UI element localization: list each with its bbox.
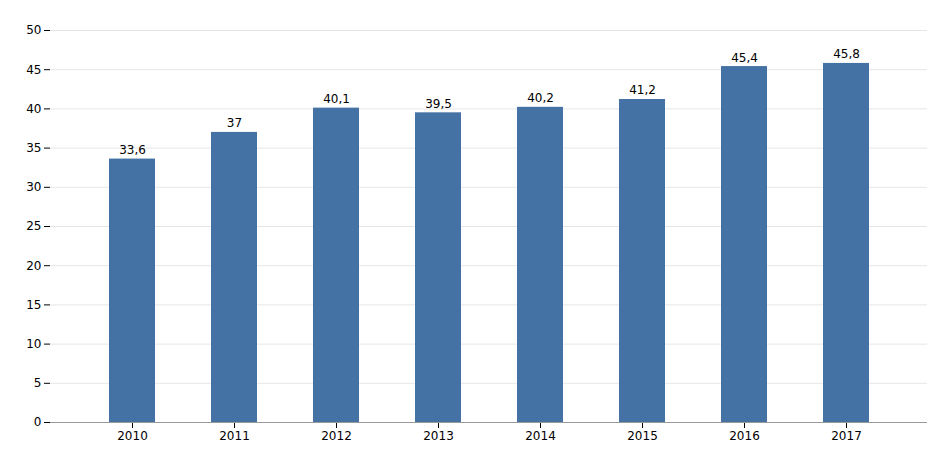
svg-text:45,4: 45,4 bbox=[731, 51, 758, 65]
svg-text:20: 20 bbox=[26, 259, 41, 273]
svg-text:39,5: 39,5 bbox=[425, 97, 452, 111]
svg-text:37: 37 bbox=[227, 116, 242, 130]
svg-text:10: 10 bbox=[26, 337, 41, 351]
svg-text:5: 5 bbox=[34, 376, 42, 390]
svg-text:30: 30 bbox=[26, 180, 41, 194]
svg-text:2016: 2016 bbox=[729, 429, 760, 443]
svg-text:2012: 2012 bbox=[321, 429, 352, 443]
svg-text:33,6: 33,6 bbox=[119, 143, 146, 157]
svg-text:2015: 2015 bbox=[627, 429, 658, 443]
svg-text:40,2: 40,2 bbox=[527, 91, 554, 105]
svg-text:45: 45 bbox=[26, 63, 41, 77]
svg-text:0: 0 bbox=[34, 415, 42, 429]
svg-text:40: 40 bbox=[26, 102, 41, 116]
svg-text:40,1: 40,1 bbox=[323, 92, 350, 106]
svg-text:2014: 2014 bbox=[525, 429, 556, 443]
svg-text:2017: 2017 bbox=[831, 429, 862, 443]
svg-text:15: 15 bbox=[26, 298, 41, 312]
svg-text:2013: 2013 bbox=[423, 429, 454, 443]
svg-text:25: 25 bbox=[26, 219, 41, 233]
svg-text:41,2: 41,2 bbox=[629, 83, 656, 97]
svg-text:45,8: 45,8 bbox=[833, 47, 860, 61]
svg-text:2011: 2011 bbox=[219, 429, 250, 443]
svg-text:35: 35 bbox=[26, 141, 41, 155]
svg-text:50: 50 bbox=[26, 23, 41, 37]
svg-text:2010: 2010 bbox=[117, 429, 148, 443]
